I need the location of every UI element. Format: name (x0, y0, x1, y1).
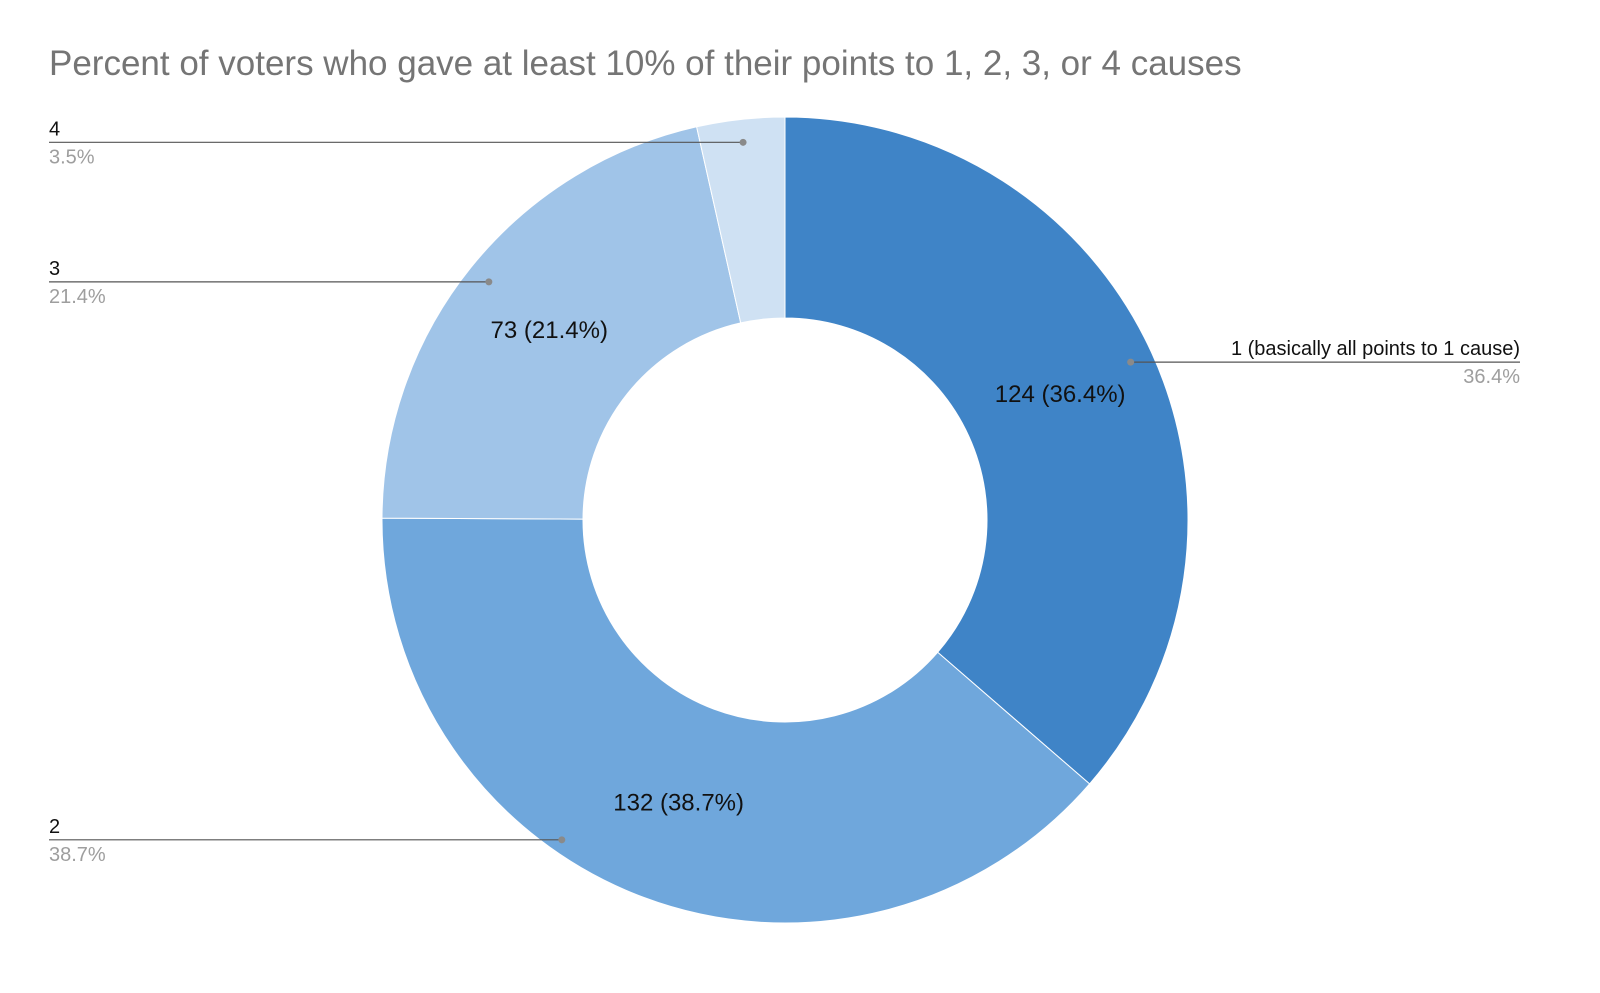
leader-name-1: 1 (basically all points to 1 cause) (1231, 338, 1520, 360)
slices (381, 116, 1189, 924)
leader-name-4: 4 (49, 118, 60, 140)
slice-label-1: 124 (36.4%) (995, 381, 1126, 408)
leader-dot-3 (485, 278, 493, 286)
leader-percent-3: 21.4% (49, 286, 106, 308)
leader-4: 4 3.5% (49, 118, 747, 168)
leader-name-2: 2 (49, 816, 60, 838)
slice-label-3: 73 (21.4%) (491, 317, 608, 344)
leader-percent-4: 3.5% (49, 146, 95, 168)
leader-dot-2 (558, 836, 566, 844)
chart-title: Percent of voters who gave at least 10% … (49, 44, 1242, 83)
leader-percent-2: 38.7% (49, 844, 106, 866)
slice-label-2: 132 (38.7%) (613, 790, 744, 817)
leader-dot-1 (1127, 358, 1135, 366)
leader-dot-4 (739, 138, 747, 146)
slice-3 (381, 126, 742, 520)
leader-3: 3 21.4% (49, 258, 493, 308)
leader-1: 1 (basically all points to 1 cause) 36.4% (1127, 338, 1520, 388)
leader-percent-1: 36.4% (1463, 366, 1520, 388)
leader-2: 2 38.7% (49, 816, 566, 866)
slice-labels: 124 (36.4%) 132 (38.7%) 73 (21.4%) (491, 317, 1126, 817)
slice-1 (784, 116, 1189, 785)
leader-name-3: 3 (49, 258, 60, 280)
slice-4 (696, 116, 786, 324)
slice-2 (381, 517, 1091, 924)
leader-labels: 1 (basically all points to 1 cause) 36.4%… (49, 118, 1520, 866)
